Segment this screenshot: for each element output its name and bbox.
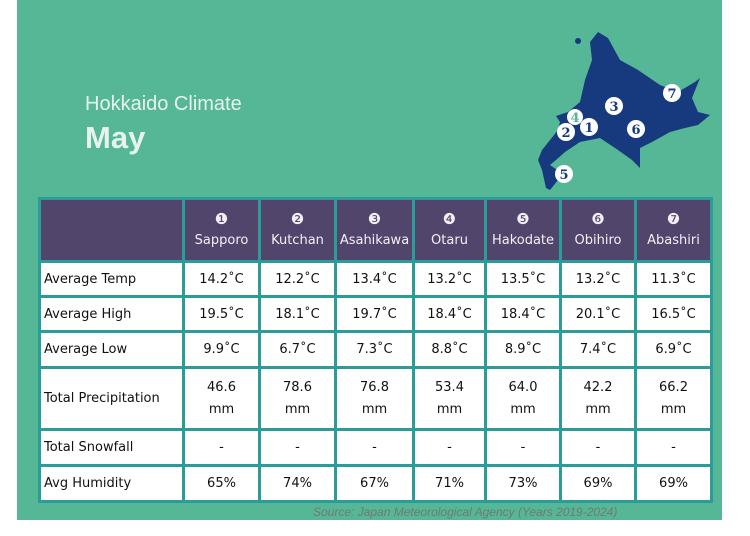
column-header: ❷ Kutchan — [258, 197, 337, 263]
svg-text:2: 2 — [561, 126, 570, 141]
city-name: Hakodate — [491, 233, 555, 248]
value-cell: 7.3˚C — [334, 330, 415, 369]
map-marker-3: 3 — [605, 97, 623, 115]
value-cell: 20.1˚C — [559, 295, 637, 333]
value-cell: - — [559, 428, 637, 467]
city-name: Obihiro — [574, 233, 622, 248]
svg-text:6: 6 — [631, 123, 640, 138]
source-note: Source: Japan Meteorological Agency (Yea… — [313, 505, 618, 519]
value-cell: 67% — [334, 464, 415, 503]
row-label: Avg Humidity — [38, 464, 185, 503]
svg-text:4: 4 — [570, 111, 579, 126]
value-cell: 69% — [634, 464, 713, 503]
hokkaido-shape — [538, 32, 710, 190]
row-label: Average High — [38, 295, 185, 333]
value-cell: - — [484, 428, 562, 467]
map-marker-2: 2 — [557, 123, 575, 141]
column-header: ❻ Obihiro — [559, 197, 637, 263]
map-marker-6: 6 — [627, 120, 645, 138]
map-marker-4: 4 — [567, 109, 583, 126]
value-cell: 65% — [182, 464, 261, 503]
station-number-icon: ❹ — [442, 210, 457, 228]
value-cell: 12.2˚C — [258, 260, 337, 298]
station-number-icon: ❺ — [516, 210, 530, 228]
city-name: Abashiri — [647, 233, 700, 248]
value-cell: 64.0 mm — [484, 366, 562, 431]
svg-text:5: 5 — [559, 168, 568, 183]
value-cell: 13.5˚C — [484, 260, 562, 298]
row-label: Average Temp — [38, 260, 185, 298]
value-cell: 19.7˚C — [334, 295, 415, 333]
column-header: ❹ Otaru — [412, 197, 487, 263]
station-number-icon: ❷ — [290, 210, 305, 228]
corner-cell — [38, 197, 185, 263]
column-header: ❺ Hakodate — [484, 197, 562, 263]
station-number-icon: ❶ — [214, 210, 229, 228]
table-row: Average Low 9.9˚C 6.7˚C 7.3˚C 8.8˚C 8.9˚C 7.4˚… — [38, 330, 713, 369]
value-cell: 78.6 mm — [258, 366, 337, 431]
row-label: Total Precipitation — [38, 366, 185, 431]
table-row: Avg Humidity 65% 74% 67% 71% 73% 69% 69% — [38, 464, 713, 503]
station-number-icon: ❼ — [666, 210, 681, 228]
svg-text:7: 7 — [667, 87, 676, 102]
value-cell: 18.4˚C — [412, 295, 487, 333]
table-row: Total Snowfall - - - - - - - — [38, 428, 713, 467]
value-cell: 9.9˚C — [182, 330, 261, 369]
value-cell: 7.4˚C — [559, 330, 637, 369]
climate-table: ❶ Sapporo ❷ Kutchan ❸ Asahikawa ❹ Otaru ❺ Hakodat… — [38, 197, 713, 503]
value-cell: 13.4˚C — [334, 260, 415, 298]
value-cell: - — [182, 428, 261, 467]
value-cell: 11.3˚C — [634, 260, 713, 298]
station-number-icon: ❸ — [367, 210, 382, 228]
value-cell: 13.2˚C — [559, 260, 637, 298]
value-cell: - — [258, 428, 337, 467]
title: Hokkaido Climate — [85, 93, 242, 115]
value-cell: 8.8˚C — [412, 330, 487, 369]
value-cell: 76.8 mm — [334, 366, 415, 431]
svg-text:1: 1 — [584, 121, 593, 136]
value-cell: 69% — [559, 464, 637, 503]
value-cell: - — [634, 428, 713, 467]
value-cell: - — [334, 428, 415, 467]
table-row: Average High 19.5˚C 18.1˚C 19.7˚C 18.4˚C 18.4… — [38, 295, 713, 333]
table-row: Average Temp 14.2˚C 12.2˚C 13.4˚C 13.2˚C 13.5… — [38, 260, 713, 298]
hokkaido-map: 1 2 3 4 5 6 7 — [538, 32, 710, 190]
value-cell: 6.9˚C — [634, 330, 713, 369]
month-heading: May — [85, 120, 146, 155]
value-cell: 42.2 mm — [559, 366, 637, 431]
svg-text:3: 3 — [609, 100, 618, 115]
map-marker-5: 5 — [555, 165, 573, 183]
row-label: Total Snowfall — [38, 428, 185, 467]
value-cell: 6.7˚C — [258, 330, 337, 369]
header-row: ❶ Sapporo ❷ Kutchan ❸ Asahikawa ❹ Otaru ❺ Hakodat… — [38, 197, 713, 263]
column-header: ❼ Abashiri — [634, 197, 713, 263]
city-name: Asahikawa — [339, 233, 410, 248]
map-marker-7: 7 — [663, 84, 681, 102]
city-name: Otaru — [431, 233, 468, 248]
column-header: ❸ Asahikawa — [334, 197, 415, 263]
value-cell: 19.5˚C — [182, 295, 261, 333]
station-number-icon: ❻ — [591, 210, 605, 228]
value-cell: 16.5˚C — [634, 295, 713, 333]
value-cell: - — [412, 428, 487, 467]
value-cell: 14.2˚C — [182, 260, 261, 298]
value-cell: 66.2 mm — [634, 366, 713, 431]
value-cell: 46.6 mm — [182, 366, 261, 431]
value-cell: 8.9˚C — [484, 330, 562, 369]
column-header: ❶ Sapporo — [182, 197, 261, 263]
value-cell: 73% — [484, 464, 562, 503]
value-cell: 53.4 mm — [412, 366, 487, 431]
city-name: Sapporo — [194, 233, 249, 248]
city-name: Kutchan — [271, 233, 324, 248]
value-cell: 71% — [412, 464, 487, 503]
value-cell: 13.2˚C — [412, 260, 487, 298]
map-marker-1: 1 — [580, 118, 598, 136]
table-row: Total Precipitation 46.6 mm 78.6 mm 76.8 mm… — [38, 366, 713, 431]
value-cell: 18.4˚C — [484, 295, 562, 333]
value-cell: 18.1˚C — [258, 295, 337, 333]
row-label: Average Low — [38, 330, 185, 369]
value-cell: 74% — [258, 464, 337, 503]
